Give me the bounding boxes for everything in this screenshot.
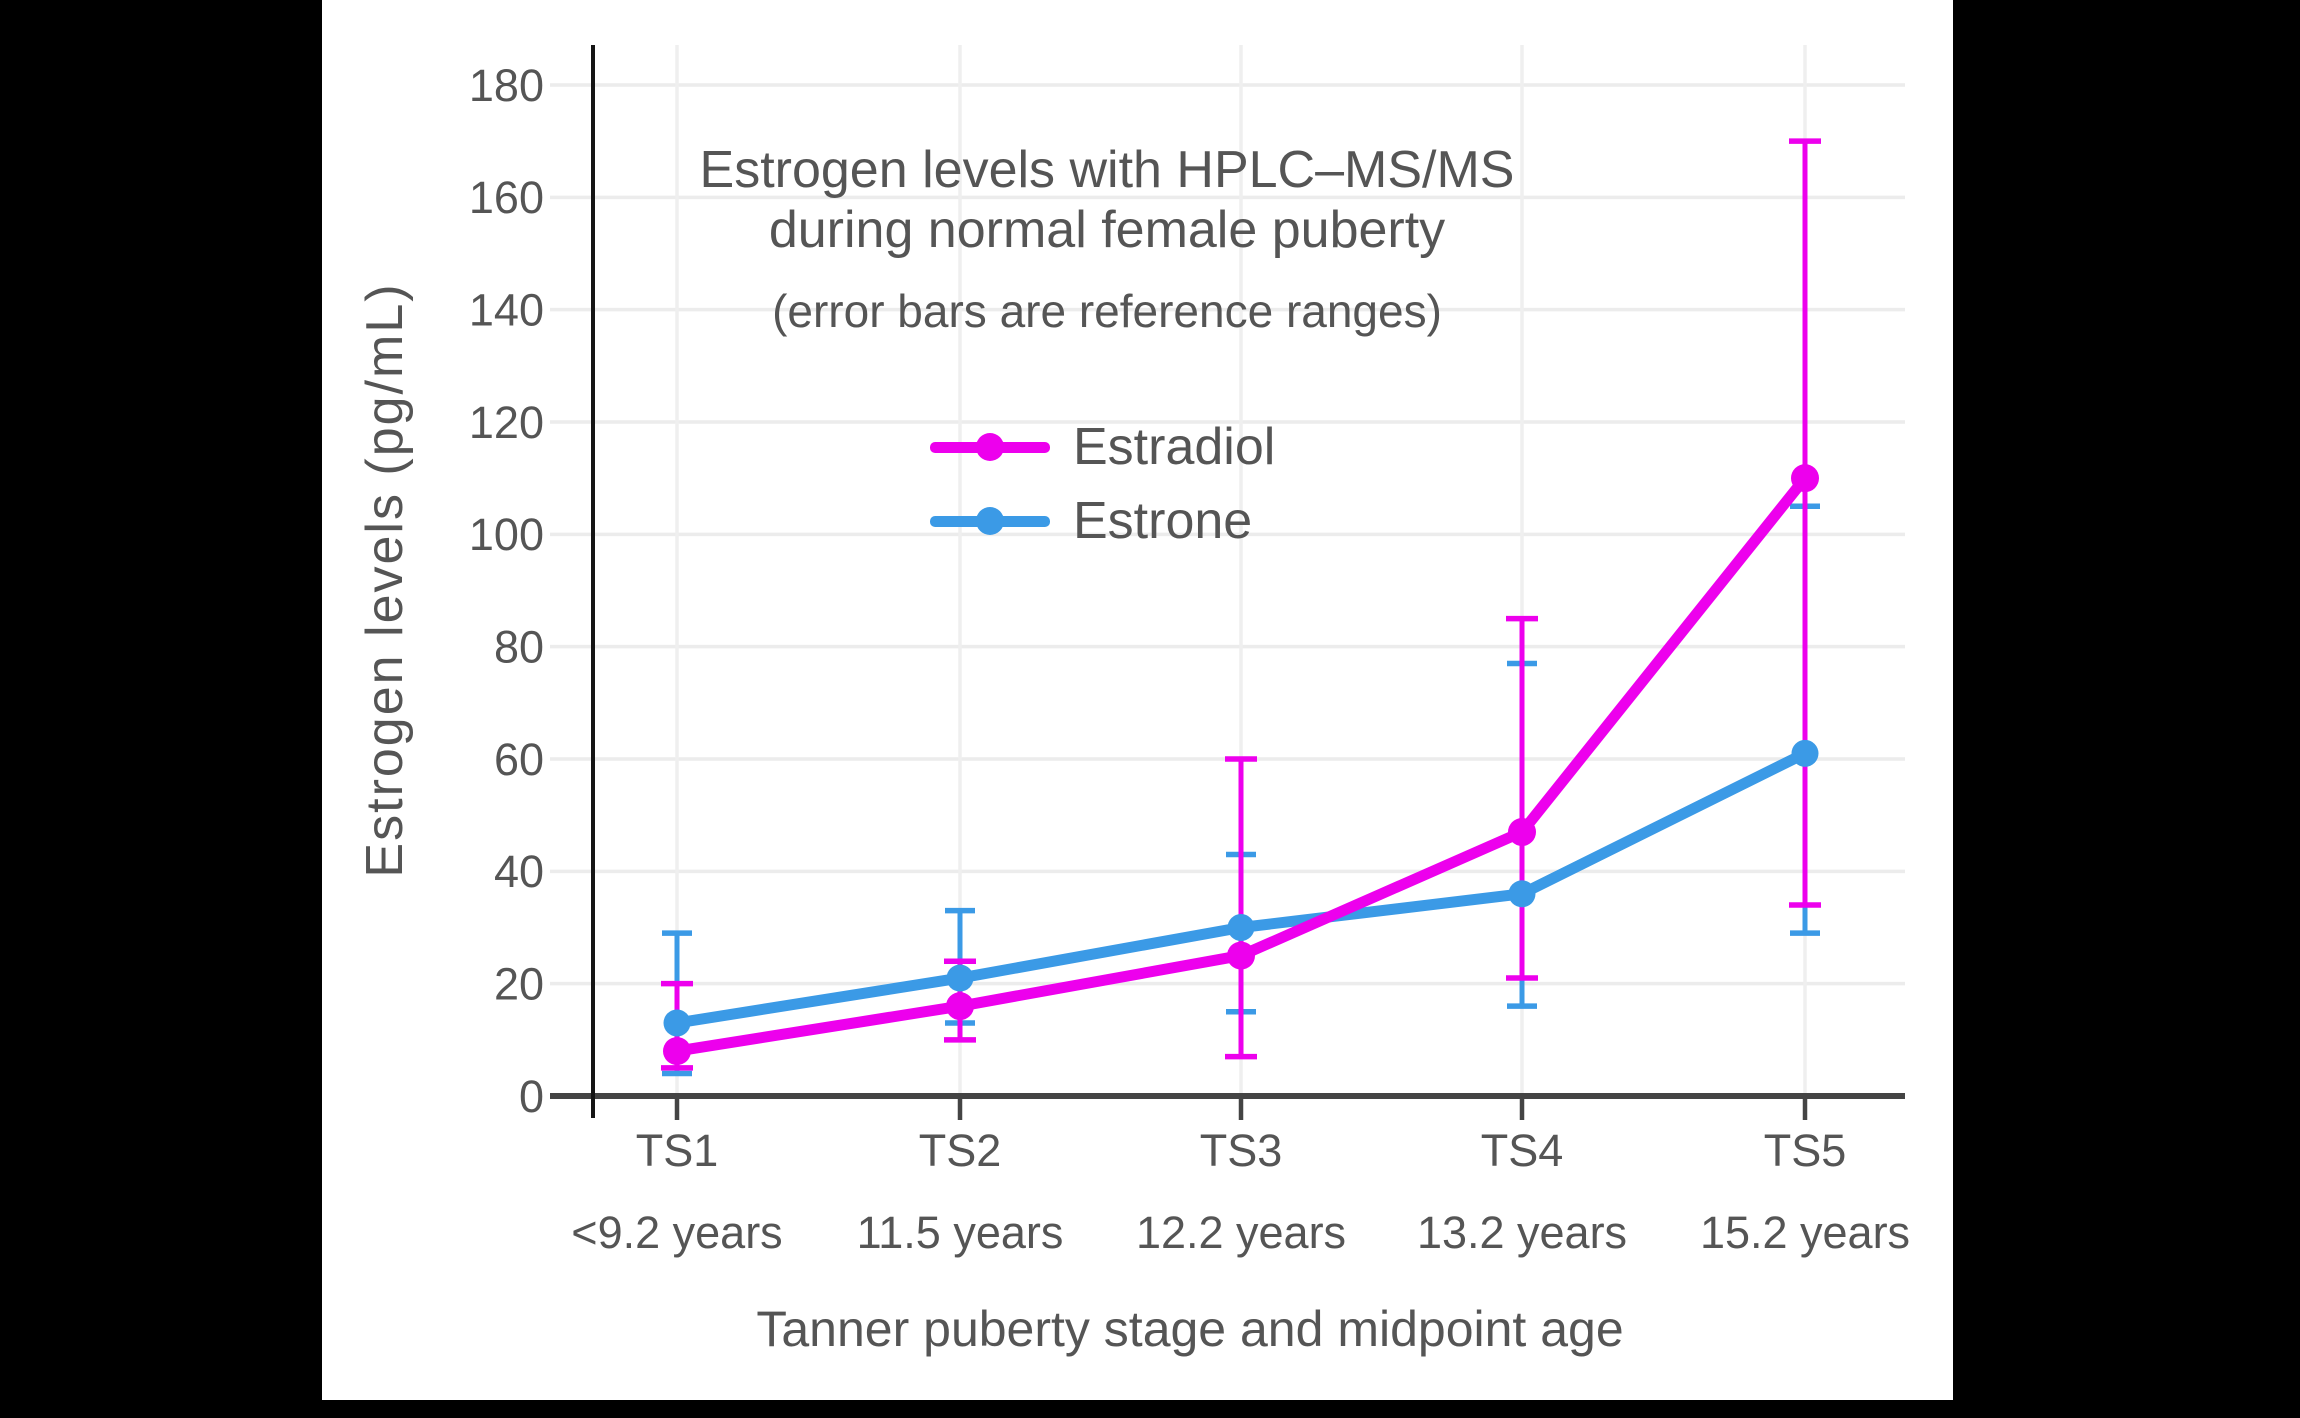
legend-label-estrone: Estrone (1073, 492, 1253, 550)
y-tick-label: 80 (494, 621, 544, 672)
chart-subtitle: (error bars are reference ranges) (772, 285, 1442, 337)
estrone-marker (1227, 914, 1255, 941)
y-tick-label: 180 (469, 60, 544, 111)
legend-item-estrone: Estrone (930, 492, 1252, 550)
estrone-line-swatch (930, 495, 1050, 547)
x-tick-age-label: 12.2 years (1136, 1207, 1346, 1258)
y-tick-label: 0 (519, 1071, 544, 1122)
estradiol-line-swatch (930, 421, 1050, 473)
x-tick-age-label: 13.2 years (1417, 1207, 1627, 1258)
y-tick-label: 60 (494, 734, 544, 785)
y-tick-label: 140 (469, 284, 544, 335)
estradiol-marker (946, 992, 974, 1021)
y-tick-label: 20 (494, 958, 544, 1009)
estradiol-marker (663, 1037, 691, 1066)
x-tick-label: TS3 (1200, 1125, 1283, 1176)
tick-labels: 0 20 40 60 80 100 120 140 160 180 TS1 TS2 TS3 TS4 TS5 <… (469, 60, 1910, 1258)
markers-estrone (663, 739, 1819, 1037)
estradiol-marker (1508, 818, 1536, 847)
y-tick-label: 120 (469, 397, 544, 448)
y-tick-label: 100 (469, 509, 544, 560)
estrone-marker (1508, 880, 1536, 908)
chart-panel: 0 20 40 60 80 100 120 140 160 180 TS1 TS2 TS3 TS4 TS5 <… (322, 0, 1953, 1400)
y-axis-title: Estrogen levels (pg/mL) (356, 282, 414, 878)
x-tick-age-label: <9.2 years (571, 1207, 782, 1258)
markers-estradiol (663, 464, 1819, 1066)
estrone-legend-dot (976, 507, 1004, 535)
legend-label-estradiol: Estradiol (1073, 418, 1276, 476)
y-tick-label: 40 (494, 846, 544, 897)
estradiol-marker (1791, 464, 1819, 493)
x-tick-label: TS4 (1481, 1125, 1564, 1176)
estrone-marker (663, 1009, 691, 1037)
estrone-marker (1791, 739, 1819, 767)
x-tick-label: TS1 (636, 1125, 719, 1176)
estradiol-marker (1227, 941, 1255, 970)
axes (550, 45, 1905, 1120)
x-tick-age-label: 11.5 years (857, 1207, 1064, 1258)
y-tick-label: 160 (469, 172, 544, 223)
estradiol-legend-dot (976, 433, 1004, 461)
estrone-marker (946, 964, 974, 992)
x-tick-label: TS5 (1764, 1125, 1847, 1176)
x-tick-age-label: 15.2 years (1700, 1207, 1910, 1258)
chart-title-line1: Estrogen levels with HPLC–MS/MS (699, 141, 1515, 199)
x-tick-label: TS2 (919, 1125, 1002, 1176)
legend-item-estradiol: Estradiol (930, 418, 1275, 476)
x-axis-title: Tanner puberty stage and midpoint age (756, 1301, 1624, 1357)
chart-title-line2: during normal female puberty (768, 201, 1446, 259)
estrogen-line-chart: 0 20 40 60 80 100 120 140 160 180 TS1 TS2 TS3 TS4 TS5 <… (469, 45, 1910, 1258)
